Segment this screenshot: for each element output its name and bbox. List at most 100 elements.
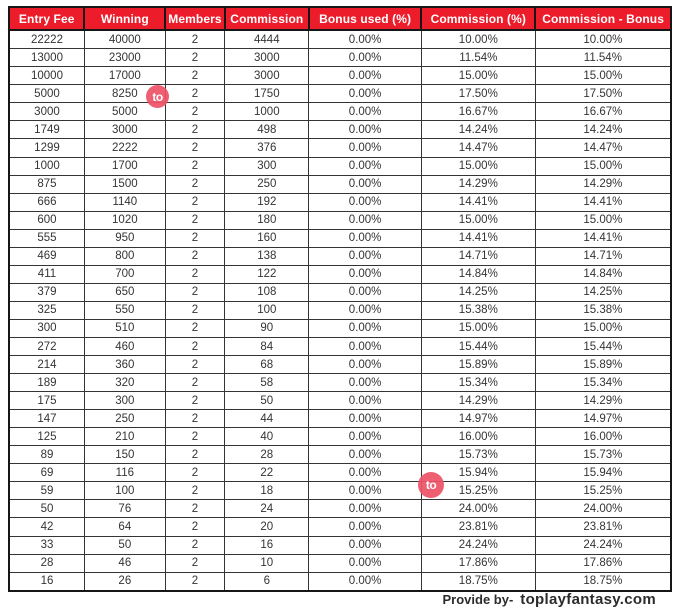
table-cell: 15.00% xyxy=(420,318,536,338)
table-cell: 16.00% xyxy=(534,427,672,447)
table-cell: 2 xyxy=(164,571,226,592)
table-cell: 2 xyxy=(164,84,226,104)
table-cell: 2 xyxy=(164,264,226,284)
table-cell: 122 xyxy=(224,264,310,284)
table-cell: 2 xyxy=(164,391,226,411)
column-header: Commission - Bonus xyxy=(534,6,672,31)
table-cell: 210 xyxy=(83,427,166,447)
table-cell: 46 xyxy=(83,553,166,573)
table-cell: 0.00% xyxy=(308,427,422,447)
table-cell: 3000 xyxy=(8,102,85,122)
table-cell: 650 xyxy=(83,282,166,302)
table-cell: 300 xyxy=(224,156,310,176)
table-row: 555 950 2 160 0.00% 14.41% 14.41% xyxy=(8,228,672,248)
table-cell: 14.24% xyxy=(420,120,536,140)
footer-credit: Provide by- toplayfantasy.com xyxy=(443,591,657,609)
table-cell: 84 xyxy=(224,336,310,357)
table-cell: 2 xyxy=(164,355,226,375)
table-cell: 2 xyxy=(164,66,226,86)
table-cell: 175 xyxy=(8,391,85,411)
table-cell: 0.00% xyxy=(308,264,422,284)
table-cell: 1000 xyxy=(224,102,310,122)
table-cell: 1500 xyxy=(83,174,166,194)
table-cell: 33 xyxy=(8,535,85,555)
table-cell: 0.00% xyxy=(308,84,422,104)
table-cell: 800 xyxy=(83,246,166,266)
table-cell: 15.00% xyxy=(534,66,672,86)
table-row: 33 50 2 16 0.00% 24.24% 24.24% xyxy=(8,535,672,555)
table-cell: 14.84% xyxy=(534,264,672,284)
table-cell: 3000 xyxy=(224,66,310,86)
table-cell: 44 xyxy=(224,409,310,429)
table-cell: 15.89% xyxy=(534,355,672,375)
table-cell: 15.00% xyxy=(420,156,536,176)
table-row: 10000 17000 2 3000 0.00% 15.00% 15.00% xyxy=(8,66,672,86)
table-cell: 16 xyxy=(224,535,310,555)
table-row: 22222 40000 2 4444 0.00% 10.00% 10.00% xyxy=(8,29,672,50)
table-cell: 0.00% xyxy=(308,156,422,176)
table-cell: 17.50% xyxy=(534,84,672,104)
table-cell: 23000 xyxy=(83,48,166,68)
table-cell: 17.86% xyxy=(534,553,672,573)
table-cell: 2 xyxy=(164,517,226,537)
table-cell: 15.73% xyxy=(420,445,536,465)
table-cell: 300 xyxy=(83,391,166,411)
commission-table: Entry Fee Winning Members Commission Bonus u… xyxy=(7,6,672,592)
footer-brand-name: toplayfantasy.com xyxy=(520,591,656,608)
table-cell: 15.94% xyxy=(420,463,536,483)
table-cell: 14.29% xyxy=(534,174,672,194)
table-cell: 13000 xyxy=(8,48,85,68)
commission-table-container: Entry Fee Winning Members Commission Bonus u… xyxy=(7,6,672,592)
table-cell: 90 xyxy=(224,318,310,338)
table-cell: 26 xyxy=(83,571,166,592)
table-cell: 2 xyxy=(164,29,226,50)
table-cell: 16.67% xyxy=(534,102,672,122)
table-cell: 10.00% xyxy=(420,29,536,50)
table-row: 189 320 2 58 0.00% 15.34% 15.34% xyxy=(8,373,672,393)
table-cell: 300 xyxy=(8,318,85,338)
table-cell: 89 xyxy=(8,445,85,465)
table-cell: 325 xyxy=(8,300,85,320)
table-cell: 0.00% xyxy=(308,318,422,338)
table-cell: 2 xyxy=(164,318,226,338)
table-cell: 2 xyxy=(164,553,226,573)
table-cell: 700 xyxy=(83,264,166,284)
table-cell: 0.00% xyxy=(308,481,422,501)
table-cell: 510 xyxy=(83,318,166,338)
table-cell: 160 xyxy=(224,228,310,248)
table-cell: 0.00% xyxy=(308,445,422,465)
table-row: 666 1140 2 192 0.00% 14.41% 14.41% xyxy=(8,192,672,212)
table-cell: 2 xyxy=(164,102,226,122)
table-cell: 376 xyxy=(224,138,310,158)
table-cell: 2 xyxy=(164,481,226,501)
table-row: 469 800 2 138 0.00% 14.71% 14.71% xyxy=(8,246,672,266)
table-cell: 24.00% xyxy=(534,499,672,519)
table-header: Entry Fee Winning Members Commission Bonus u… xyxy=(7,6,672,31)
table-cell: 17000 xyxy=(83,66,166,86)
table-cell: 10 xyxy=(224,553,310,573)
table-cell: 58 xyxy=(224,373,310,393)
table-row: 300 510 2 90 0.00% 15.00% 15.00% xyxy=(8,318,672,338)
table-cell: 2 xyxy=(164,409,226,429)
table-cell: 18.75% xyxy=(534,571,672,592)
table-cell: 15.00% xyxy=(420,210,536,230)
table-row: 1000 1700 2 300 0.00% 15.00% 15.00% xyxy=(8,156,672,176)
table-cell: 14.84% xyxy=(420,264,536,284)
toplayfantasy-logo-watermark-icon: to xyxy=(146,85,169,108)
table-cell: 5000 xyxy=(83,102,166,122)
table-row: 411 700 2 122 0.00% 14.84% 14.84% xyxy=(8,264,672,284)
table-cell: 4444 xyxy=(224,29,310,50)
table-cell: 15.34% xyxy=(534,373,672,393)
table-cell: 14.97% xyxy=(420,409,536,429)
table-cell: 0.00% xyxy=(308,553,422,573)
table-row: 59 100 2 18 0.00% 15.25% 15.25% xyxy=(8,481,672,501)
table-cell: 0.00% xyxy=(308,300,422,320)
table-cell: 2 xyxy=(164,246,226,266)
table-cell: 2 xyxy=(164,156,226,176)
table-row: 13000 23000 2 3000 0.00% 11.54% 11.54% xyxy=(8,48,672,68)
table-cell: 0.00% xyxy=(308,48,422,68)
table-cell: 15.00% xyxy=(534,318,672,338)
table-cell: 2 xyxy=(164,48,226,68)
table-row: 1749 3000 2 498 0.00% 14.24% 14.24% xyxy=(8,120,672,140)
toplayfantasy-logo-watermark-icon: to xyxy=(418,472,444,498)
